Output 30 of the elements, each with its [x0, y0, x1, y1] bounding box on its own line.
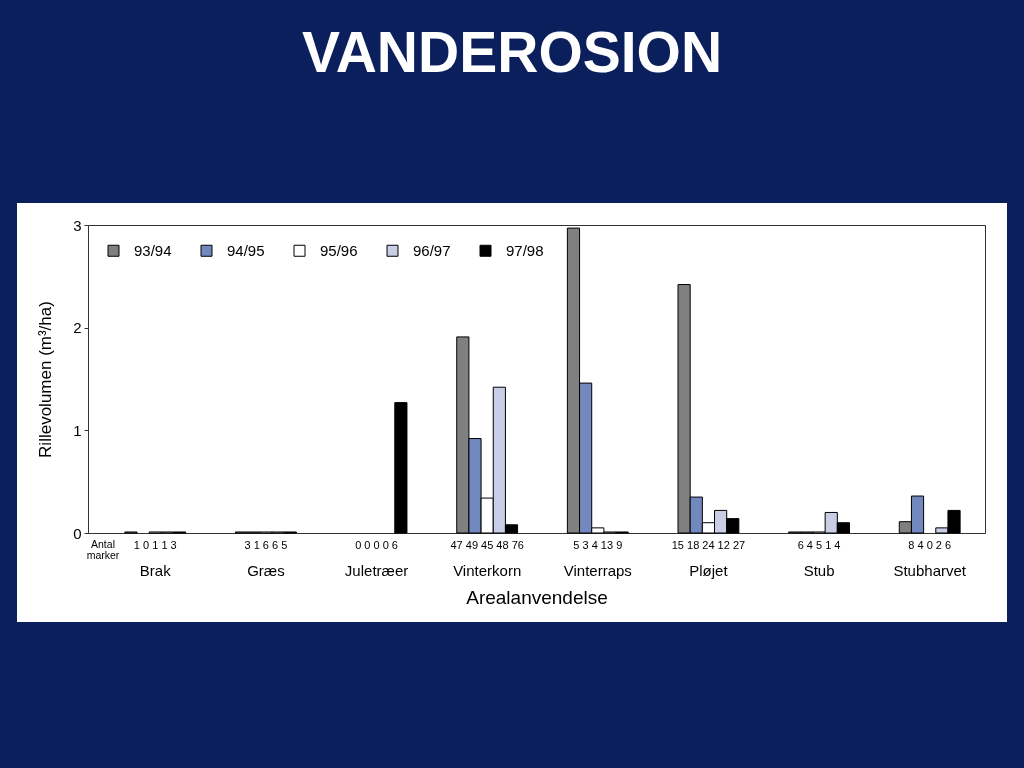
text: 0 0 0 0 6: [355, 539, 398, 551]
legend-label: 93/94: [134, 241, 172, 259]
text: 3 1 6 6 5: [244, 539, 288, 551]
text: 6 4 5 1 4: [797, 539, 841, 551]
x-axis-title: Arealanvendelse: [466, 586, 608, 608]
x-tick-label: Juletræer: [344, 561, 409, 579]
x-tick-label: Stub: [803, 561, 835, 579]
x-tick-label: Vinterkorn: [453, 561, 522, 579]
text: 15 18 24 12 27: [671, 539, 746, 551]
y-tick-label: 0: [73, 524, 82, 542]
text: 5 3 4 13 9: [573, 539, 623, 551]
legend-label: 96/97: [413, 241, 451, 259]
legend-label: 94/95: [227, 241, 265, 259]
text: 47 49 45 48 76: [450, 539, 524, 551]
legend-label: 97/98: [506, 241, 544, 259]
x-tick-label: Pløjet: [689, 561, 729, 579]
x-tick-label: Brak: [139, 561, 172, 579]
text: 8 4 0 2 6: [908, 539, 952, 551]
text: 1 0 1 1 3: [133, 539, 177, 551]
x-tick-label: Græs: [247, 561, 285, 579]
text: Antal marker: [86, 538, 120, 561]
y-tick-label: 1: [73, 421, 82, 439]
y-tick-label: 3: [73, 216, 82, 234]
chart-title: VANDEROSION: [301, 20, 723, 84]
legend-label: 95/96: [320, 241, 358, 259]
y-tick-label: 2: [73, 319, 82, 337]
y-axis-title: Rillevolumen (m³/ha): [36, 301, 56, 458]
x-tick-label: Vinterraps: [563, 561, 632, 579]
bar: [394, 402, 408, 534]
x-tick-label: Stubharvet: [893, 561, 967, 579]
